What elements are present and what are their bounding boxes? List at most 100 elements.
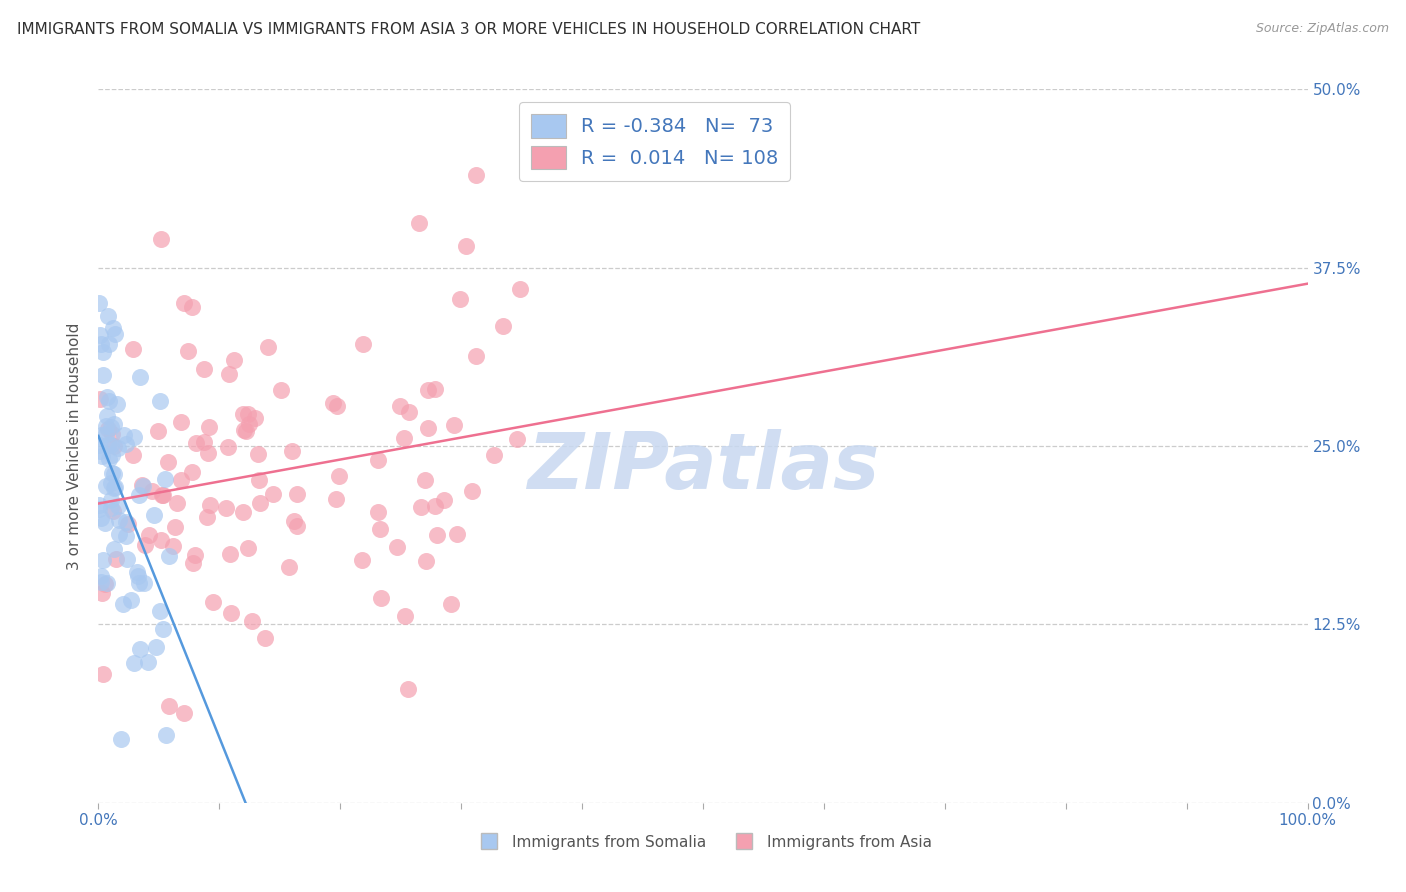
Point xyxy=(465,168,488,182)
Point xyxy=(247,447,270,461)
Point xyxy=(145,640,167,654)
Point xyxy=(215,501,238,516)
Point xyxy=(173,295,195,310)
Point xyxy=(103,417,125,431)
Point xyxy=(238,417,260,431)
Point xyxy=(94,427,117,442)
Point xyxy=(114,529,136,543)
Point xyxy=(91,552,114,566)
Point xyxy=(221,606,243,620)
Point xyxy=(128,575,150,590)
Point xyxy=(125,565,148,579)
Point xyxy=(100,420,122,434)
Point xyxy=(103,482,125,496)
Point xyxy=(131,479,153,493)
Point xyxy=(328,469,350,483)
Point xyxy=(240,615,263,629)
Point xyxy=(418,383,440,397)
Point xyxy=(218,367,240,381)
Point xyxy=(322,395,344,409)
Point xyxy=(143,508,166,523)
Point xyxy=(484,448,506,462)
Point xyxy=(443,417,465,432)
Point xyxy=(257,340,280,354)
Point xyxy=(90,336,112,351)
Point xyxy=(134,538,156,552)
Point xyxy=(197,446,219,460)
Point xyxy=(426,528,449,542)
Point xyxy=(152,622,174,636)
Point xyxy=(104,551,127,566)
Point xyxy=(195,510,218,524)
Point xyxy=(394,608,416,623)
Point xyxy=(238,407,260,421)
Point xyxy=(104,326,127,341)
Point xyxy=(368,523,391,537)
Point xyxy=(96,390,118,404)
Point xyxy=(91,585,114,599)
Point xyxy=(218,547,240,561)
Point xyxy=(94,576,117,591)
Point xyxy=(98,337,121,351)
Point xyxy=(352,337,374,351)
Point xyxy=(193,434,215,449)
Point xyxy=(117,517,139,532)
Point xyxy=(388,399,411,413)
Point xyxy=(285,519,308,533)
Point xyxy=(91,368,114,382)
Point xyxy=(110,732,132,747)
Point xyxy=(138,528,160,542)
Point xyxy=(136,655,159,669)
Point xyxy=(90,568,112,582)
Point xyxy=(385,540,408,554)
Point xyxy=(96,309,118,323)
Point xyxy=(101,426,124,441)
Text: IMMIGRANTS FROM SOMALIA VS IMMIGRANTS FROM ASIA 3 OR MORE VEHICLES IN HOUSEHOLD : IMMIGRANTS FROM SOMALIA VS IMMIGRANTS FR… xyxy=(17,22,920,37)
Point xyxy=(184,435,207,450)
Point xyxy=(233,423,256,437)
Point xyxy=(262,486,284,500)
Point xyxy=(149,604,172,618)
Point xyxy=(101,448,124,462)
Point xyxy=(433,493,456,508)
Point xyxy=(127,568,149,582)
Point xyxy=(100,501,122,516)
Point xyxy=(94,516,117,530)
Point xyxy=(235,424,257,438)
Point xyxy=(247,473,270,487)
Point xyxy=(124,430,146,444)
Point xyxy=(89,444,111,458)
Point xyxy=(115,515,138,529)
Point xyxy=(101,466,124,480)
Point xyxy=(415,554,437,568)
Point xyxy=(134,575,156,590)
Point xyxy=(107,441,129,455)
Point xyxy=(461,484,484,499)
Point xyxy=(270,383,292,397)
Point xyxy=(90,511,112,525)
Point xyxy=(449,293,471,307)
Point xyxy=(103,439,125,453)
Point xyxy=(150,232,173,246)
Point xyxy=(87,296,110,310)
Point xyxy=(396,681,419,696)
Point xyxy=(131,478,153,492)
Point xyxy=(454,239,477,253)
Point xyxy=(281,444,304,458)
Point xyxy=(170,415,193,429)
Point xyxy=(156,455,179,469)
Point xyxy=(202,595,225,609)
Text: Source: ZipAtlas.com: Source: ZipAtlas.com xyxy=(1256,22,1389,36)
Point xyxy=(107,500,129,514)
Point xyxy=(105,397,128,411)
Point xyxy=(155,728,177,742)
Point xyxy=(392,431,415,445)
Point xyxy=(94,419,117,434)
Point xyxy=(150,488,173,502)
Point xyxy=(96,576,118,591)
Point xyxy=(217,441,239,455)
Point xyxy=(89,327,111,342)
Point xyxy=(103,320,125,334)
Point xyxy=(149,393,172,408)
Point xyxy=(157,698,180,713)
